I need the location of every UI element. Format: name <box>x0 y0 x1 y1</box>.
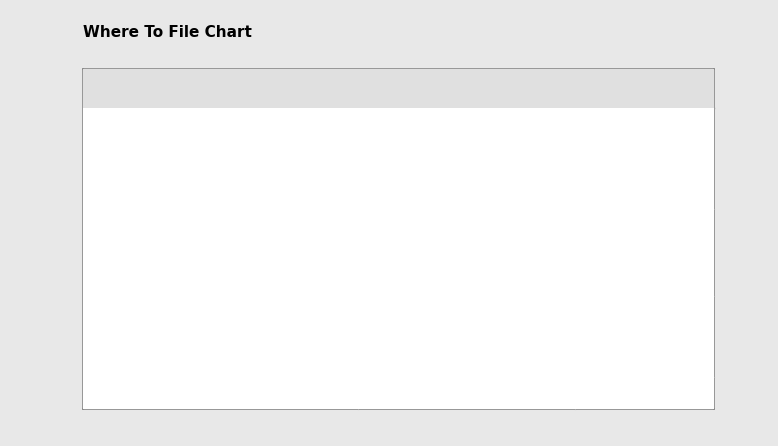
Text: Alabama, Arkansas, Connecticut, Delaware, District of
Columbia, Florida, Georgia: Alabama, Arkansas, Connecticut, Delaware… <box>90 122 370 196</box>
Text: IF you live in...: IF you live in... <box>175 84 266 94</box>
Text: and search under “Recent Developments.”: and search under “Recent Developments.” <box>468 388 665 398</box>
Text: 855-772-3156

304-707-9785
(Outside the United
States): 855-772-3156 304-707-9785 (Outside the U… <box>596 304 694 370</box>
Text: 855-214-7522: 855-214-7522 <box>609 248 680 258</box>
Text: THEN use this address...: THEN use this address... <box>391 84 541 94</box>
Text: Internal Revenue Service
International CAF Team
2970 Market Street
MS: 4-H14.123: Internal Revenue Service International C… <box>404 305 529 368</box>
Text: Where To File Chart: Where To File Chart <box>83 25 252 40</box>
Text: Internal Revenue Service
5333 Getwell Road
Stop 8423
Memphis, TN 38118: Internal Revenue Service 5333 Getwell Ro… <box>404 134 529 183</box>
Text: Fax number*: Fax number* <box>606 84 684 94</box>
Text: IRS.gov/Form2848: IRS.gov/Form2848 <box>385 388 468 398</box>
Text: * These numbers may change without notice. For updates, go to: * These numbers may change without notic… <box>90 388 385 398</box>
Text: Alaska, Arizona, California, Colorado, Hawaii, Idaho, Iowa,
Kansas, Minnesota, M: Alaska, Arizona, California, Colorado, H… <box>90 222 378 283</box>
Text: 855-214-7519: 855-214-7519 <box>609 154 680 164</box>
Text: Internal Revenue Service
1973 Rulon White Blvd., MS 6737
Ogden, UT 84201: Internal Revenue Service 1973 Rulon Whit… <box>384 235 550 271</box>
Text: All APO and FPO addresses, American Samoa, the
Commonwealth of the Northern Mari: All APO and FPO addresses, American Samo… <box>90 312 372 361</box>
